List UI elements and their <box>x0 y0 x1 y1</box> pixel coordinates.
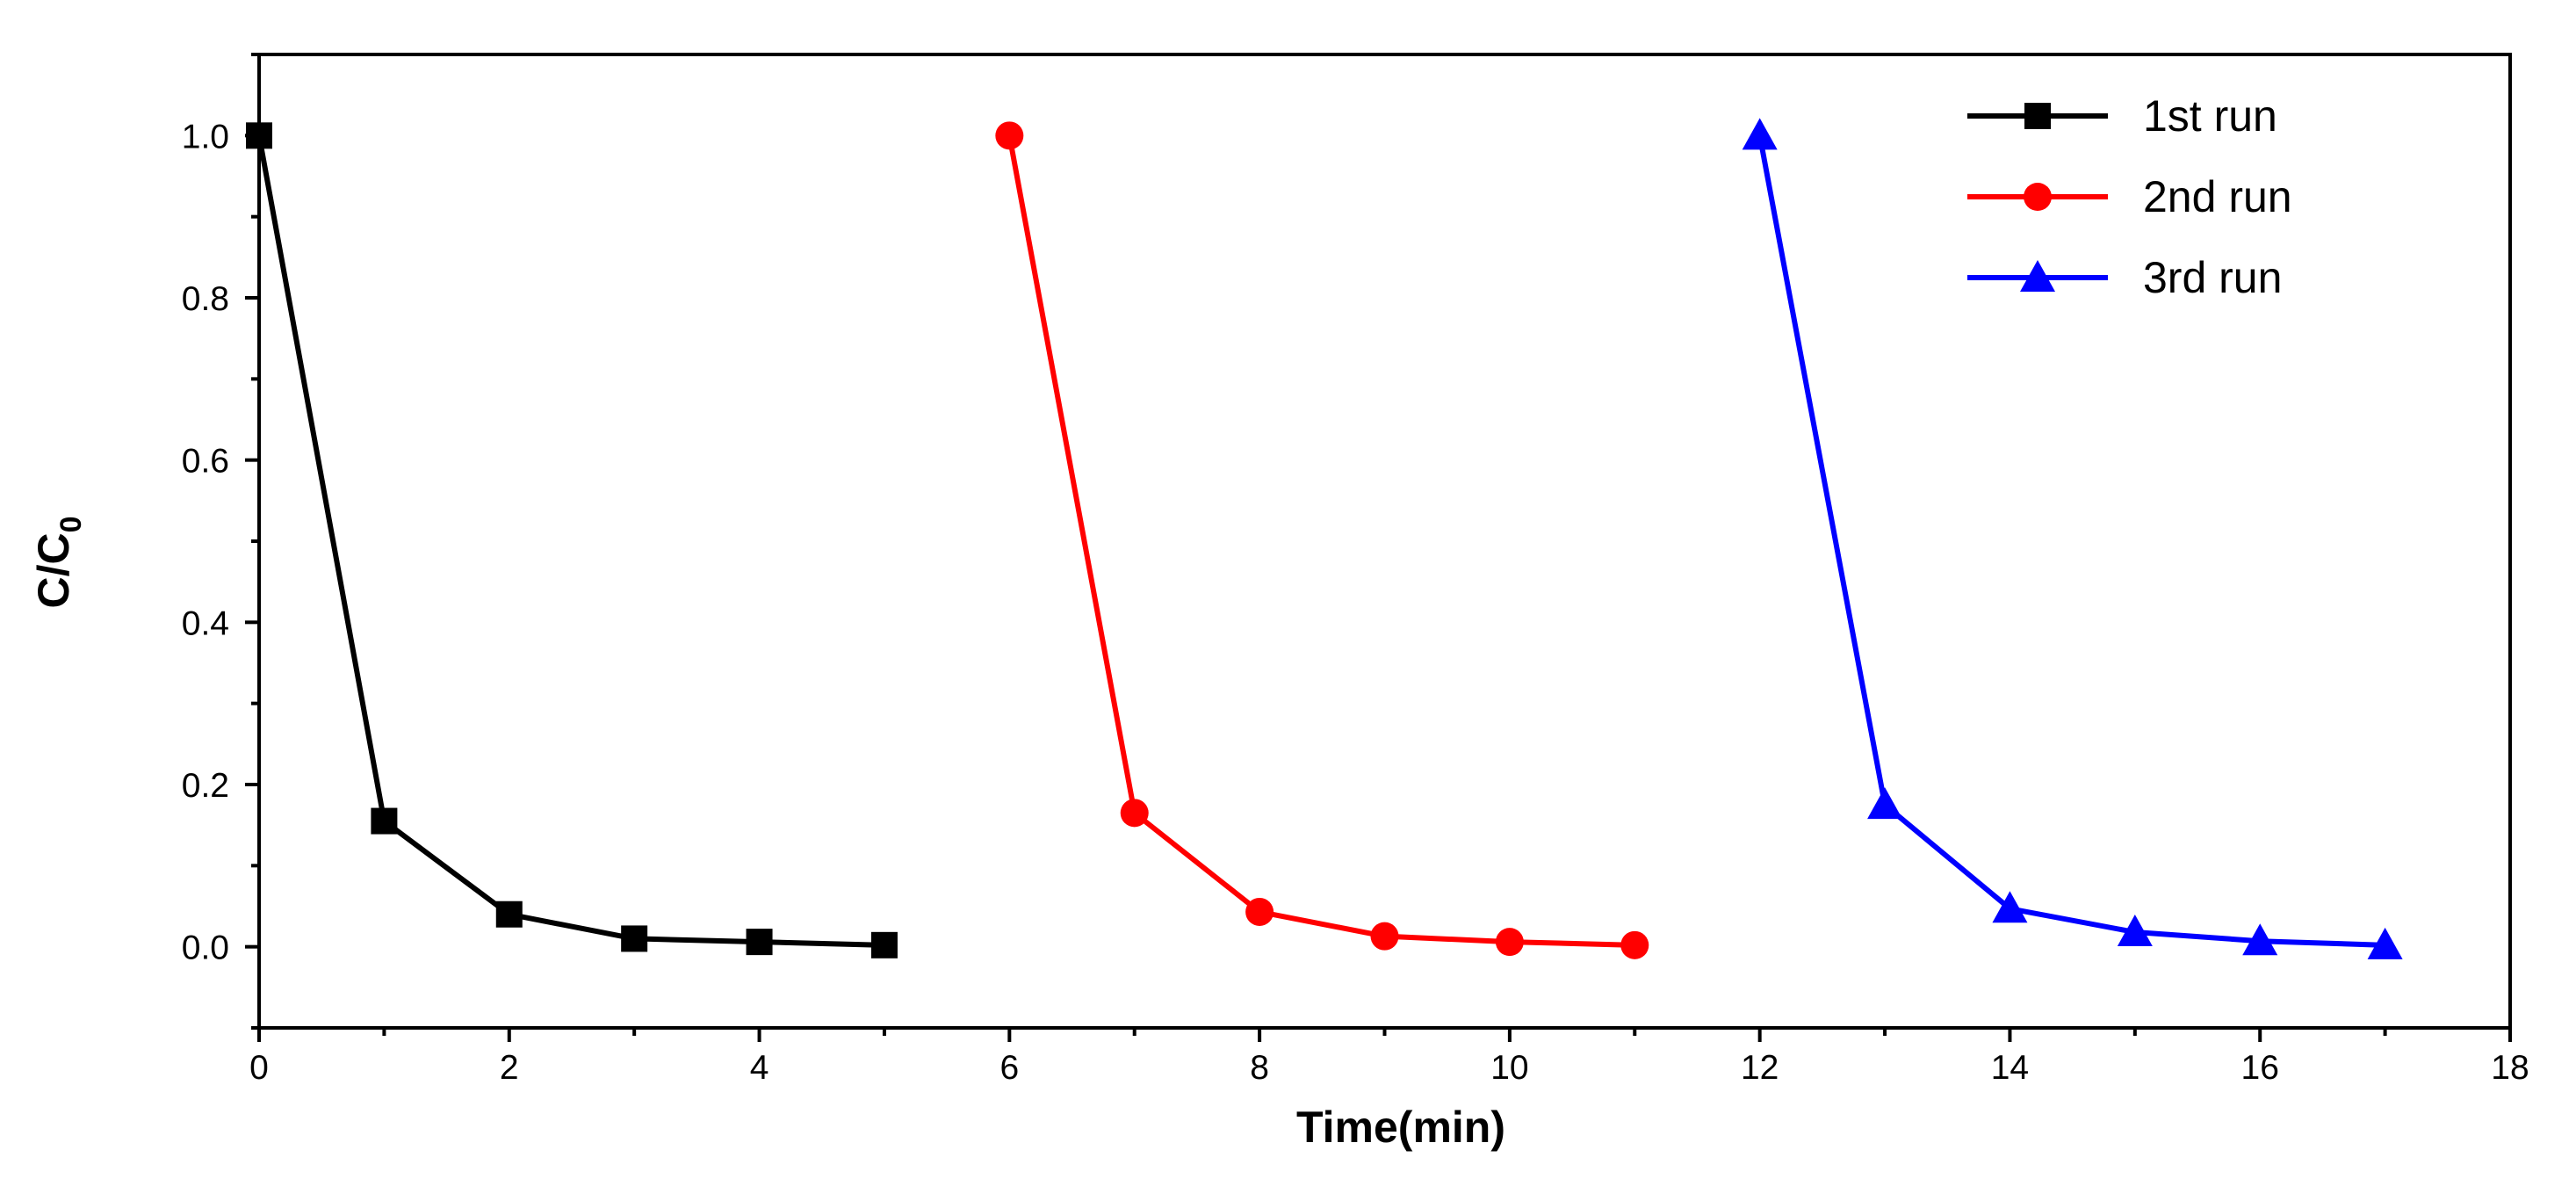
x-tick-label: 18 <box>2491 1049 2529 1087</box>
data-point-series-3 <box>2117 915 2153 947</box>
y-tick-label: 1.0 <box>182 118 229 156</box>
x-tick-label: 14 <box>1991 1049 2029 1087</box>
legend-label-2: 2nd run <box>2143 172 2292 221</box>
legend: 1st run 2nd run 3rd run <box>1967 91 2292 302</box>
y-axis-title-subscript: 0 <box>54 516 88 532</box>
legend-label-3: 3rd run <box>2143 253 2282 302</box>
series-line-3 <box>1757 134 2385 948</box>
y-tick-labels: 0.0 0.2 0.4 0.6 0.8 1.0 <box>182 118 229 966</box>
x-tick-label: 8 <box>1250 1049 1269 1087</box>
data-point-series-2 <box>1370 922 1399 951</box>
legend-marker-3 <box>2020 260 2055 292</box>
data-point-series-3 <box>1992 891 2028 923</box>
data-point-series-1 <box>746 929 773 956</box>
data-point-series-3 <box>2367 927 2403 959</box>
y-axis-title-main: C/C <box>29 532 78 608</box>
legend-marker-2 <box>2024 183 2052 211</box>
y-axis-title: C/C0 <box>29 516 88 608</box>
x-tick-label: 10 <box>1490 1049 1528 1087</box>
series-line-1 <box>256 134 885 948</box>
series-line-2 <box>1007 134 1635 948</box>
data-point-series-3 <box>1867 787 1903 820</box>
data-point-series-2 <box>1620 930 1649 959</box>
x-tick-label: 2 <box>500 1049 519 1087</box>
data-point-series-1 <box>495 901 523 928</box>
data-point-series-1 <box>371 807 398 835</box>
x-tick-label: 16 <box>2241 1049 2279 1087</box>
data-point-series-2 <box>1245 897 1274 926</box>
y-tick-label: 0.2 <box>182 767 229 805</box>
data-point-series-3 <box>2242 923 2278 956</box>
data-point-series-3 <box>1742 118 1778 150</box>
y-tick-label: 0.6 <box>182 443 229 481</box>
x-tick-labels: 0 2 4 6 8 10 12 14 16 18 <box>249 1049 2529 1087</box>
data-point-series-1 <box>870 931 898 958</box>
data-point-series-2 <box>995 121 1024 150</box>
x-tick-label: 4 <box>750 1049 769 1087</box>
data-point-series-2 <box>1495 928 1524 957</box>
series-lines <box>256 134 2385 948</box>
legend-label-1: 1st run <box>2143 91 2277 141</box>
x-tick-label: 6 <box>999 1049 1019 1087</box>
legend-marker-1 <box>2024 103 2051 129</box>
axis-ticks <box>245 53 2512 1042</box>
y-tick-label: 0.4 <box>182 604 229 642</box>
y-tick-label: 0.8 <box>182 280 229 318</box>
data-point-series-2 <box>1120 799 1149 828</box>
x-tick-label: 0 <box>249 1049 269 1087</box>
x-tick-label: 12 <box>1741 1049 1779 1087</box>
y-tick-label: 0.0 <box>182 929 229 967</box>
data-point-series-1 <box>246 122 272 149</box>
data-point-series-1 <box>621 925 648 952</box>
x-axis-title: Time(min) <box>1296 1103 1505 1152</box>
series-markers <box>246 118 2403 959</box>
